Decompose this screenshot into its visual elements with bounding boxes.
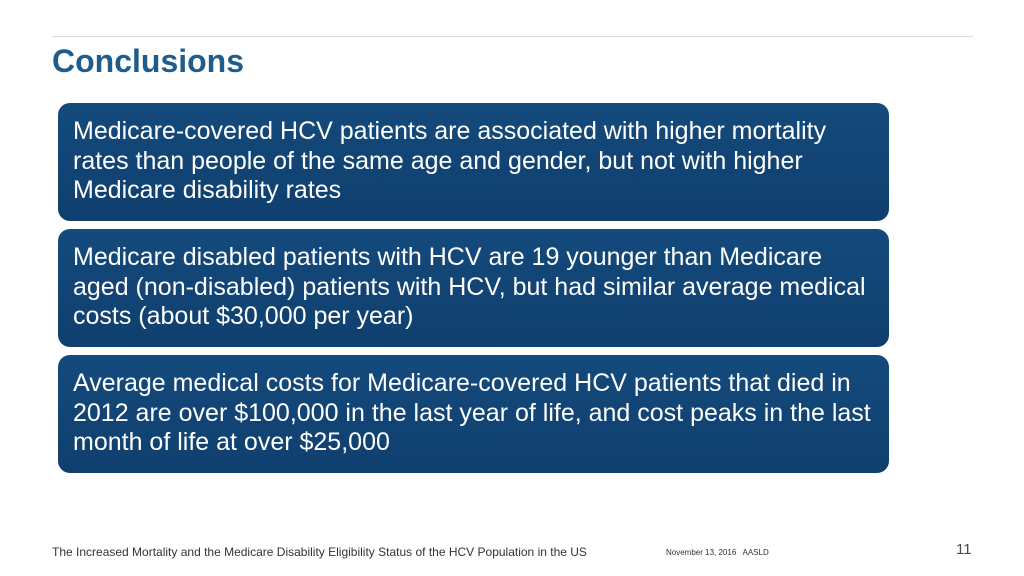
footer-presentation-title: The Increased Mortality and the Medicare… (52, 545, 587, 559)
conclusion-box-2: Medicare disabled patients with HCV are … (58, 229, 889, 347)
conclusion-text-1: Medicare-covered HCV patients are associ… (73, 117, 827, 204)
slide-title: Conclusions (52, 43, 245, 79)
conclusion-list: Medicare-covered HCV patients are associ… (58, 103, 889, 481)
conclusion-text-2: Medicare disabled patients with HCV are … (73, 243, 866, 330)
conclusion-box-1: Medicare-covered HCV patients are associ… (58, 103, 889, 221)
footer-event: AASLD (742, 548, 769, 557)
conclusion-box-3: Average medical costs for Medicare-cover… (58, 355, 889, 473)
footer-meta: November 13, 2016 AASLD (666, 548, 769, 557)
conclusion-text-3: Average medical costs for Medicare-cover… (73, 369, 871, 456)
header-divider (52, 36, 973, 37)
page-number: 11 (956, 541, 972, 558)
footer-date: November 13, 2016 (666, 548, 737, 557)
